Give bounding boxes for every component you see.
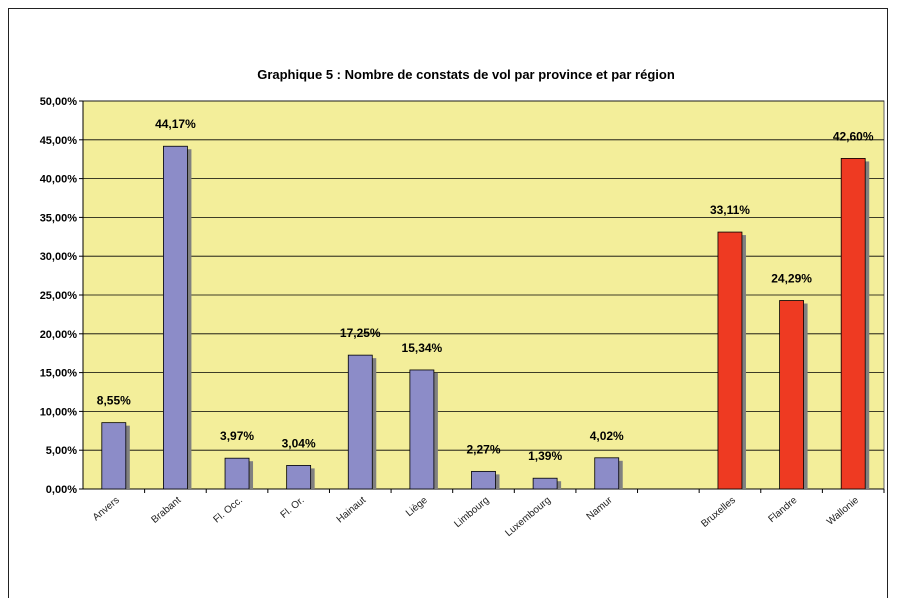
bar [594,457,620,490]
y-tick-label: 40,00% [40,174,78,186]
y-tick-label: 25,00% [40,290,78,302]
grid-lines [79,100,884,490]
chart-frame [8,8,888,598]
chart-title: Graphique 5 : Nombre de constats de vol … [257,67,675,82]
x-tick-label: Limbourg [452,495,491,530]
x-tick-label: Brabant [149,495,183,526]
data-label: 15,34% [402,341,443,355]
bar [717,231,743,490]
y-tick-label: 5,00% [46,445,77,457]
bar [347,354,373,490]
data-label: 8,55% [97,394,131,408]
y-tick-labels: 0,00% 5,00% 10,00% 15,00% 20,00% 25,00% 30,00%… [40,96,78,496]
x-tick-label: Wallonie [825,495,861,528]
data-label: 33,11% [710,203,750,217]
data-label: 42,60% [833,129,874,143]
x-tick-label: Anvers [91,495,122,523]
data-label: 24,29% [771,272,812,286]
data-label: 44,17% [155,117,196,131]
bar [840,158,866,490]
x-tick-label: Luxembourg [503,495,553,539]
data-label: 3,04% [282,436,316,450]
bar [101,422,127,490]
data-label: 1,39% [528,449,562,463]
bar [779,300,804,490]
data-label: 4,02% [590,429,624,443]
data-label: 17,25% [340,326,381,340]
bar [409,369,435,490]
y-tick-label: 20,00% [40,329,78,341]
x-tick-label: Namur [585,494,616,522]
y-tick-label: 10,00% [40,406,78,418]
bar [471,470,496,490]
bar [532,477,558,490]
data-label: 3,97% [220,429,254,443]
x-tick-label: Flandre [766,495,799,526]
bar [286,465,312,490]
y-tick-label: 50,00% [40,96,78,108]
y-tick-label: 30,00% [40,251,78,263]
x-tick-label: Liège [404,495,430,519]
x-tick-label: Fl. Or. [279,495,307,521]
bar [163,145,188,490]
x-tick-labels: Anvers Brabant Fl. Occ. Fl. Or. Hainaut Liège… [91,494,862,539]
x-tick-label: Fl. Occ. [212,495,245,526]
x-tick-label: Bruxelles [699,495,738,530]
y-tick-label: 35,00% [40,212,78,224]
x-tick-label: Hainaut [335,495,369,526]
y-tick-label: 15,00% [40,368,78,380]
y-tick-label: 45,00% [40,135,78,147]
bars [101,145,870,490]
y-tick-label: 0,00% [46,484,77,496]
data-labels: 8,55% 44,17% 3,97% 3,04% 17,25% 15,34% 2,27% 1,… [97,117,874,463]
data-label: 2,27% [466,442,500,456]
bar [224,457,250,490]
